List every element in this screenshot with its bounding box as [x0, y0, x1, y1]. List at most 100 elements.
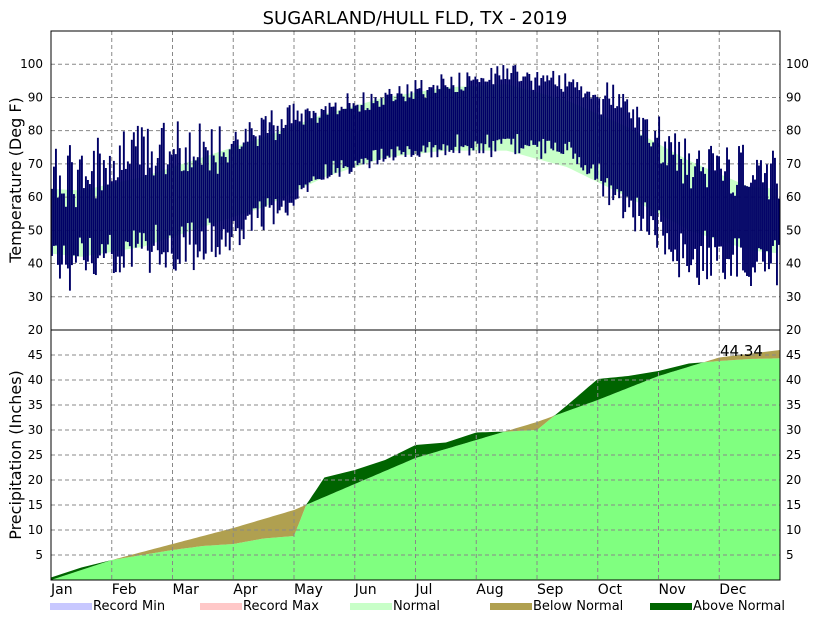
daily-temperature-bar: [642, 117, 645, 219]
daily-temperature-bar: [744, 185, 746, 273]
month-labels: Jan Feb Mar Apr May Jun Jul Aug Sep Oct Nov Dec: [50, 582, 746, 598]
daily-temperature-bar: [430, 87, 433, 158]
temperature-tick-label: 50: [28, 223, 43, 237]
daily-temperature-bar: [378, 106, 381, 160]
daily-temperature-bar: [564, 73, 567, 144]
daily-temperature-bar: [632, 109, 635, 218]
daily-temperature-bar: [538, 85, 541, 142]
daily-temperature-bar: [554, 84, 557, 143]
daily-temperature-bar: [516, 71, 519, 135]
precipitation-tick-label: 20: [786, 473, 801, 487]
daily-temperature-bar: [124, 168, 127, 242]
daily-temperature-bar: [254, 136, 257, 209]
daily-temperature-bar: [636, 106, 639, 198]
daily-temperature-bar: [432, 84, 435, 148]
daily-temperature-bar: [630, 118, 633, 201]
daily-temperature-bar: [172, 149, 175, 270]
daily-temperature-bar: [51, 188, 53, 256]
temperature-tick-label: 100: [20, 57, 43, 71]
daily-temperature-bar: [72, 194, 75, 256]
daily-temperature-bar: [730, 193, 732, 276]
precipitation-frame: [50, 329, 781, 581]
daily-temperature-bar: [582, 97, 585, 171]
daily-temperature-bar: [166, 164, 169, 253]
daily-temperature-bar: [194, 160, 197, 245]
daily-temperature-bar: [438, 89, 441, 150]
daily-temperature-bar: [686, 174, 689, 266]
daily-temperature-bar: [484, 81, 487, 145]
daily-temperature-bar: [190, 167, 193, 223]
daily-temperature-bar: [714, 170, 716, 248]
daily-temperature-bar: [552, 70, 555, 151]
daily-temperature-bar: [64, 206, 67, 265]
daily-temperature-bar: [60, 193, 63, 265]
daily-temperature-bar: [360, 105, 363, 159]
daily-temperature-bar: [754, 179, 756, 273]
daily-temperature-bar: [486, 81, 489, 135]
precipitation-tick-label: 25: [28, 448, 43, 462]
daily-temperature-bar: [570, 82, 573, 148]
daily-temperature-bar: [526, 72, 529, 146]
daily-temperature-bar: [314, 112, 317, 180]
daily-temperature-bar: [540, 78, 543, 159]
daily-temperature-bar: [170, 154, 173, 254]
daily-temperature-bar: [178, 148, 181, 264]
daily-temperature-bar: [696, 158, 699, 278]
daily-temperature-bar: [416, 88, 419, 156]
daily-temperature-bar: [206, 150, 209, 219]
legend-swatch: [490, 603, 532, 610]
daily-temperature-bar: [510, 73, 513, 145]
daily-temperature-bar: [332, 106, 335, 161]
precipitation-ticks-right: 5 10 15 20 25 30 35 40 45: [786, 348, 801, 562]
daily-temperature-bar: [88, 184, 91, 238]
daily-temperature-bar: [374, 97, 377, 150]
daily-temperature-bar: [140, 127, 143, 249]
daily-temperature-bar: [356, 104, 359, 166]
daily-temperature-bar: [750, 182, 752, 286]
temperature-min-tick-label: 20: [786, 323, 801, 337]
daily-temperature-bar: [590, 98, 593, 169]
daily-temperature-bar: [704, 173, 706, 231]
daily-temperature-bar: [458, 72, 461, 154]
daily-temperature-bar: [386, 94, 389, 156]
daily-temperature-bar: [398, 86, 401, 151]
daily-temperature-bar: [728, 159, 730, 260]
daily-temperature-bar: [162, 122, 165, 253]
daily-temperature-bar: [116, 177, 119, 257]
daily-temperature-bar: [53, 166, 55, 246]
daily-temperature-bar: [366, 108, 369, 160]
daily-temperature-bar: [306, 108, 309, 192]
daily-temperature-bar: [202, 141, 205, 260]
daily-temperature-bar: [474, 76, 477, 142]
daily-temperature-bar: [114, 180, 117, 273]
daily-temperature-bar: [284, 124, 287, 213]
precipitation-tick-label: 45: [786, 348, 801, 362]
daily-temperature-bar: [144, 174, 147, 242]
daily-temperature-bar: [650, 146, 653, 217]
daily-temperature-bar: [442, 78, 445, 145]
daily-temperature-bar: [382, 104, 385, 162]
daily-temperature-bar: [518, 81, 521, 154]
daily-temperature-bar: [376, 101, 379, 165]
daily-temperature-bar: [506, 68, 509, 139]
daily-temperature-bar: [646, 119, 649, 232]
daily-temperature-bar: [566, 86, 569, 151]
month-label: Sep: [537, 582, 564, 598]
daily-temperature-bar: [738, 146, 740, 239]
daily-temperature-bar: [634, 127, 637, 232]
daily-temperature-bar: [210, 129, 213, 252]
daily-temperature-bar: [724, 171, 726, 280]
daily-temperature-bar: [732, 192, 734, 255]
daily-temperature-bar: [584, 93, 587, 166]
daily-temperature-bar: [176, 121, 179, 260]
daily-temperature-bar: [718, 156, 720, 247]
daily-temperature-bar: [428, 87, 431, 142]
daily-temperature-bar: [712, 153, 714, 238]
daily-temperature-bar: [322, 109, 325, 180]
daily-temperature-bar: [126, 161, 129, 242]
daily-temperature-bar: [588, 91, 591, 174]
daily-temperature-bar: [592, 94, 595, 165]
daily-temperature-bar: [62, 193, 65, 246]
daily-temperature-bar: [498, 75, 501, 140]
